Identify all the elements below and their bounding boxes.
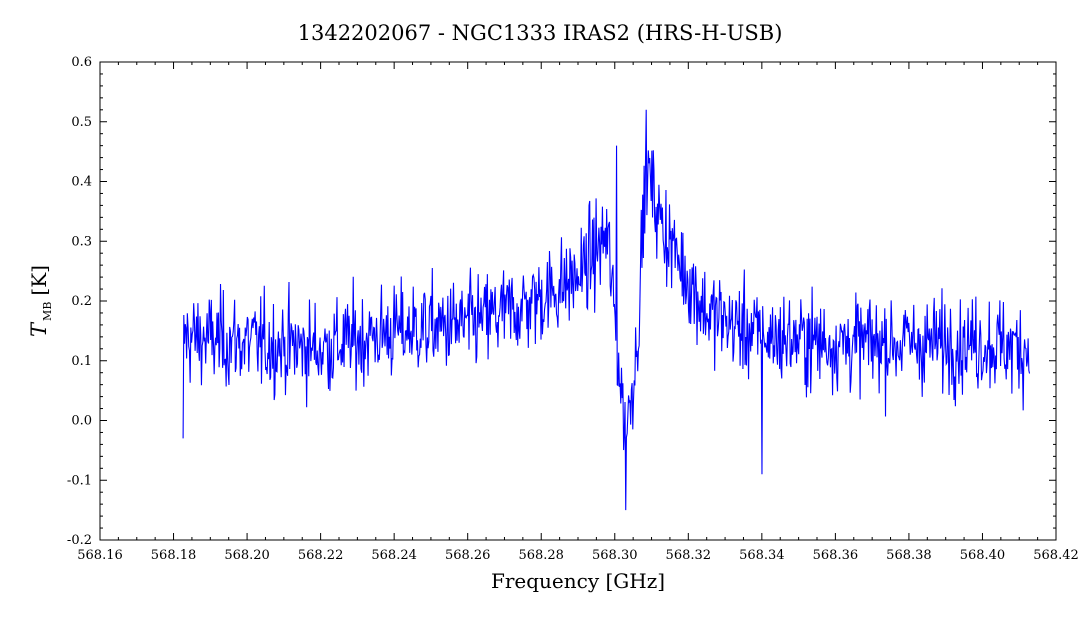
y-tick-label: -0.2	[67, 533, 92, 548]
y-tick-label: 0.0	[71, 414, 92, 429]
spectrum-line	[182, 109, 1031, 511]
y-tick-label: 0.5	[71, 115, 92, 130]
x-tick-label: 568.26	[445, 548, 491, 563]
y-axis-ticks: -0.2 -0.1 0.0 0.1 0.2 0.3 0.4 0.5 0.6	[67, 55, 1056, 548]
x-tick-label: 568.16	[77, 548, 123, 563]
plot-frame	[99, 61, 1057, 541]
x-tick-label: 568.28	[518, 548, 564, 563]
chart-title: 1342202067 - NGC1333 IRAS2 (HRS-H-USB)	[298, 21, 783, 45]
y-axis-label: TMB [K]	[27, 265, 54, 337]
x-axis-label: Frequency [GHz]	[491, 569, 665, 593]
y-tick-label: 0.6	[71, 55, 92, 70]
y-tick-label: 0.3	[71, 234, 92, 249]
x-tick-label: 568.36	[813, 548, 859, 563]
x-tick-label: 568.42	[1033, 548, 1079, 563]
y-axis-label-unit: [K]	[27, 265, 51, 296]
x-tick-label: 568.20	[224, 548, 270, 563]
x-tick-label: 568.32	[666, 548, 712, 563]
y-tick-label: -0.1	[67, 473, 92, 488]
x-tick-label: 568.24	[371, 548, 417, 563]
y-tick-label: 0.4	[71, 175, 92, 190]
x-tick-label: 568.18	[151, 548, 197, 563]
y-axis-label-subscript: MB	[41, 302, 54, 321]
y-tick-label: 0.2	[71, 294, 92, 309]
x-tick-label: 568.38	[886, 548, 932, 563]
svg-text:TMB[K]: TMB [K]	[27, 265, 54, 337]
x-tick-label: 568.30	[592, 548, 638, 563]
y-tick-label: 0.1	[71, 354, 92, 369]
x-tick-label: 568.34	[739, 548, 785, 563]
x-tick-label: 568.22	[298, 548, 344, 563]
x-axis-ticks: 568.16 568.18 568.20 568.22 568.24 568.26 568.…	[77, 62, 1079, 563]
y-axis-label-symbol: T	[27, 321, 51, 337]
x-tick-label: 568.40	[960, 548, 1006, 563]
